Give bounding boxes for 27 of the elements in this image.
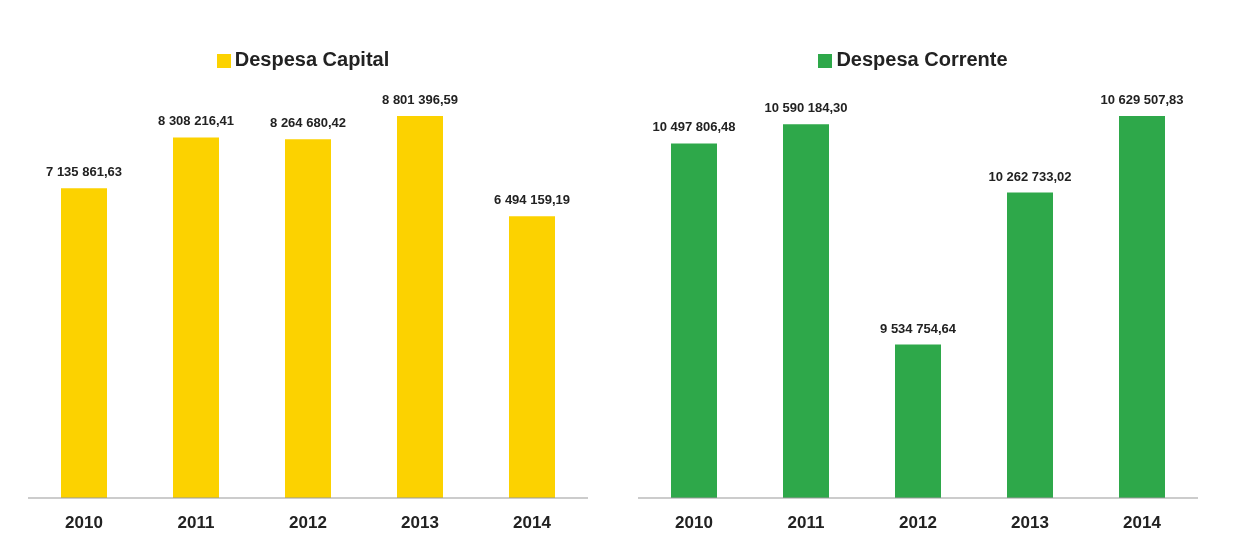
- data-label: 10 262 733,02: [988, 168, 1072, 184]
- data-label: 8 308 216,41: [158, 113, 234, 129]
- data-label: 7 135 861,63: [46, 164, 122, 180]
- bar: [285, 139, 331, 498]
- bar: [509, 216, 555, 498]
- x-tick-label: 2012: [899, 513, 937, 533]
- bar: [61, 188, 107, 498]
- data-label: 10 629 507,83: [1100, 92, 1184, 107]
- x-tick-label: 2011: [787, 513, 825, 533]
- data-label: 9 534 754,64: [880, 320, 957, 336]
- legend-label: Despesa Corrente: [836, 48, 1008, 70]
- data-label: 8 801 396,59: [382, 92, 458, 107]
- bar: [173, 137, 219, 498]
- x-tick-label: 2013: [1011, 513, 1049, 533]
- x-tick-label: 2014: [513, 513, 552, 533]
- x-tick-label: 2014: [1123, 513, 1162, 533]
- x-tick-label: 2010: [65, 513, 103, 533]
- x-tick-label: 2012: [289, 513, 327, 533]
- data-label: 10 590 184,30: [764, 100, 848, 116]
- x-tick-label: 2010: [675, 513, 713, 533]
- data-label: 6 494 159,19: [494, 192, 570, 208]
- x-tick-label: 2013: [401, 513, 439, 533]
- legend-label: Despesa Capital: [234, 48, 390, 70]
- data-label: 10 497 806,48: [652, 119, 736, 135]
- bar: [397, 116, 443, 498]
- x-tick-label: 2011: [177, 513, 215, 533]
- data-label: 8 264 680,42: [270, 115, 346, 131]
